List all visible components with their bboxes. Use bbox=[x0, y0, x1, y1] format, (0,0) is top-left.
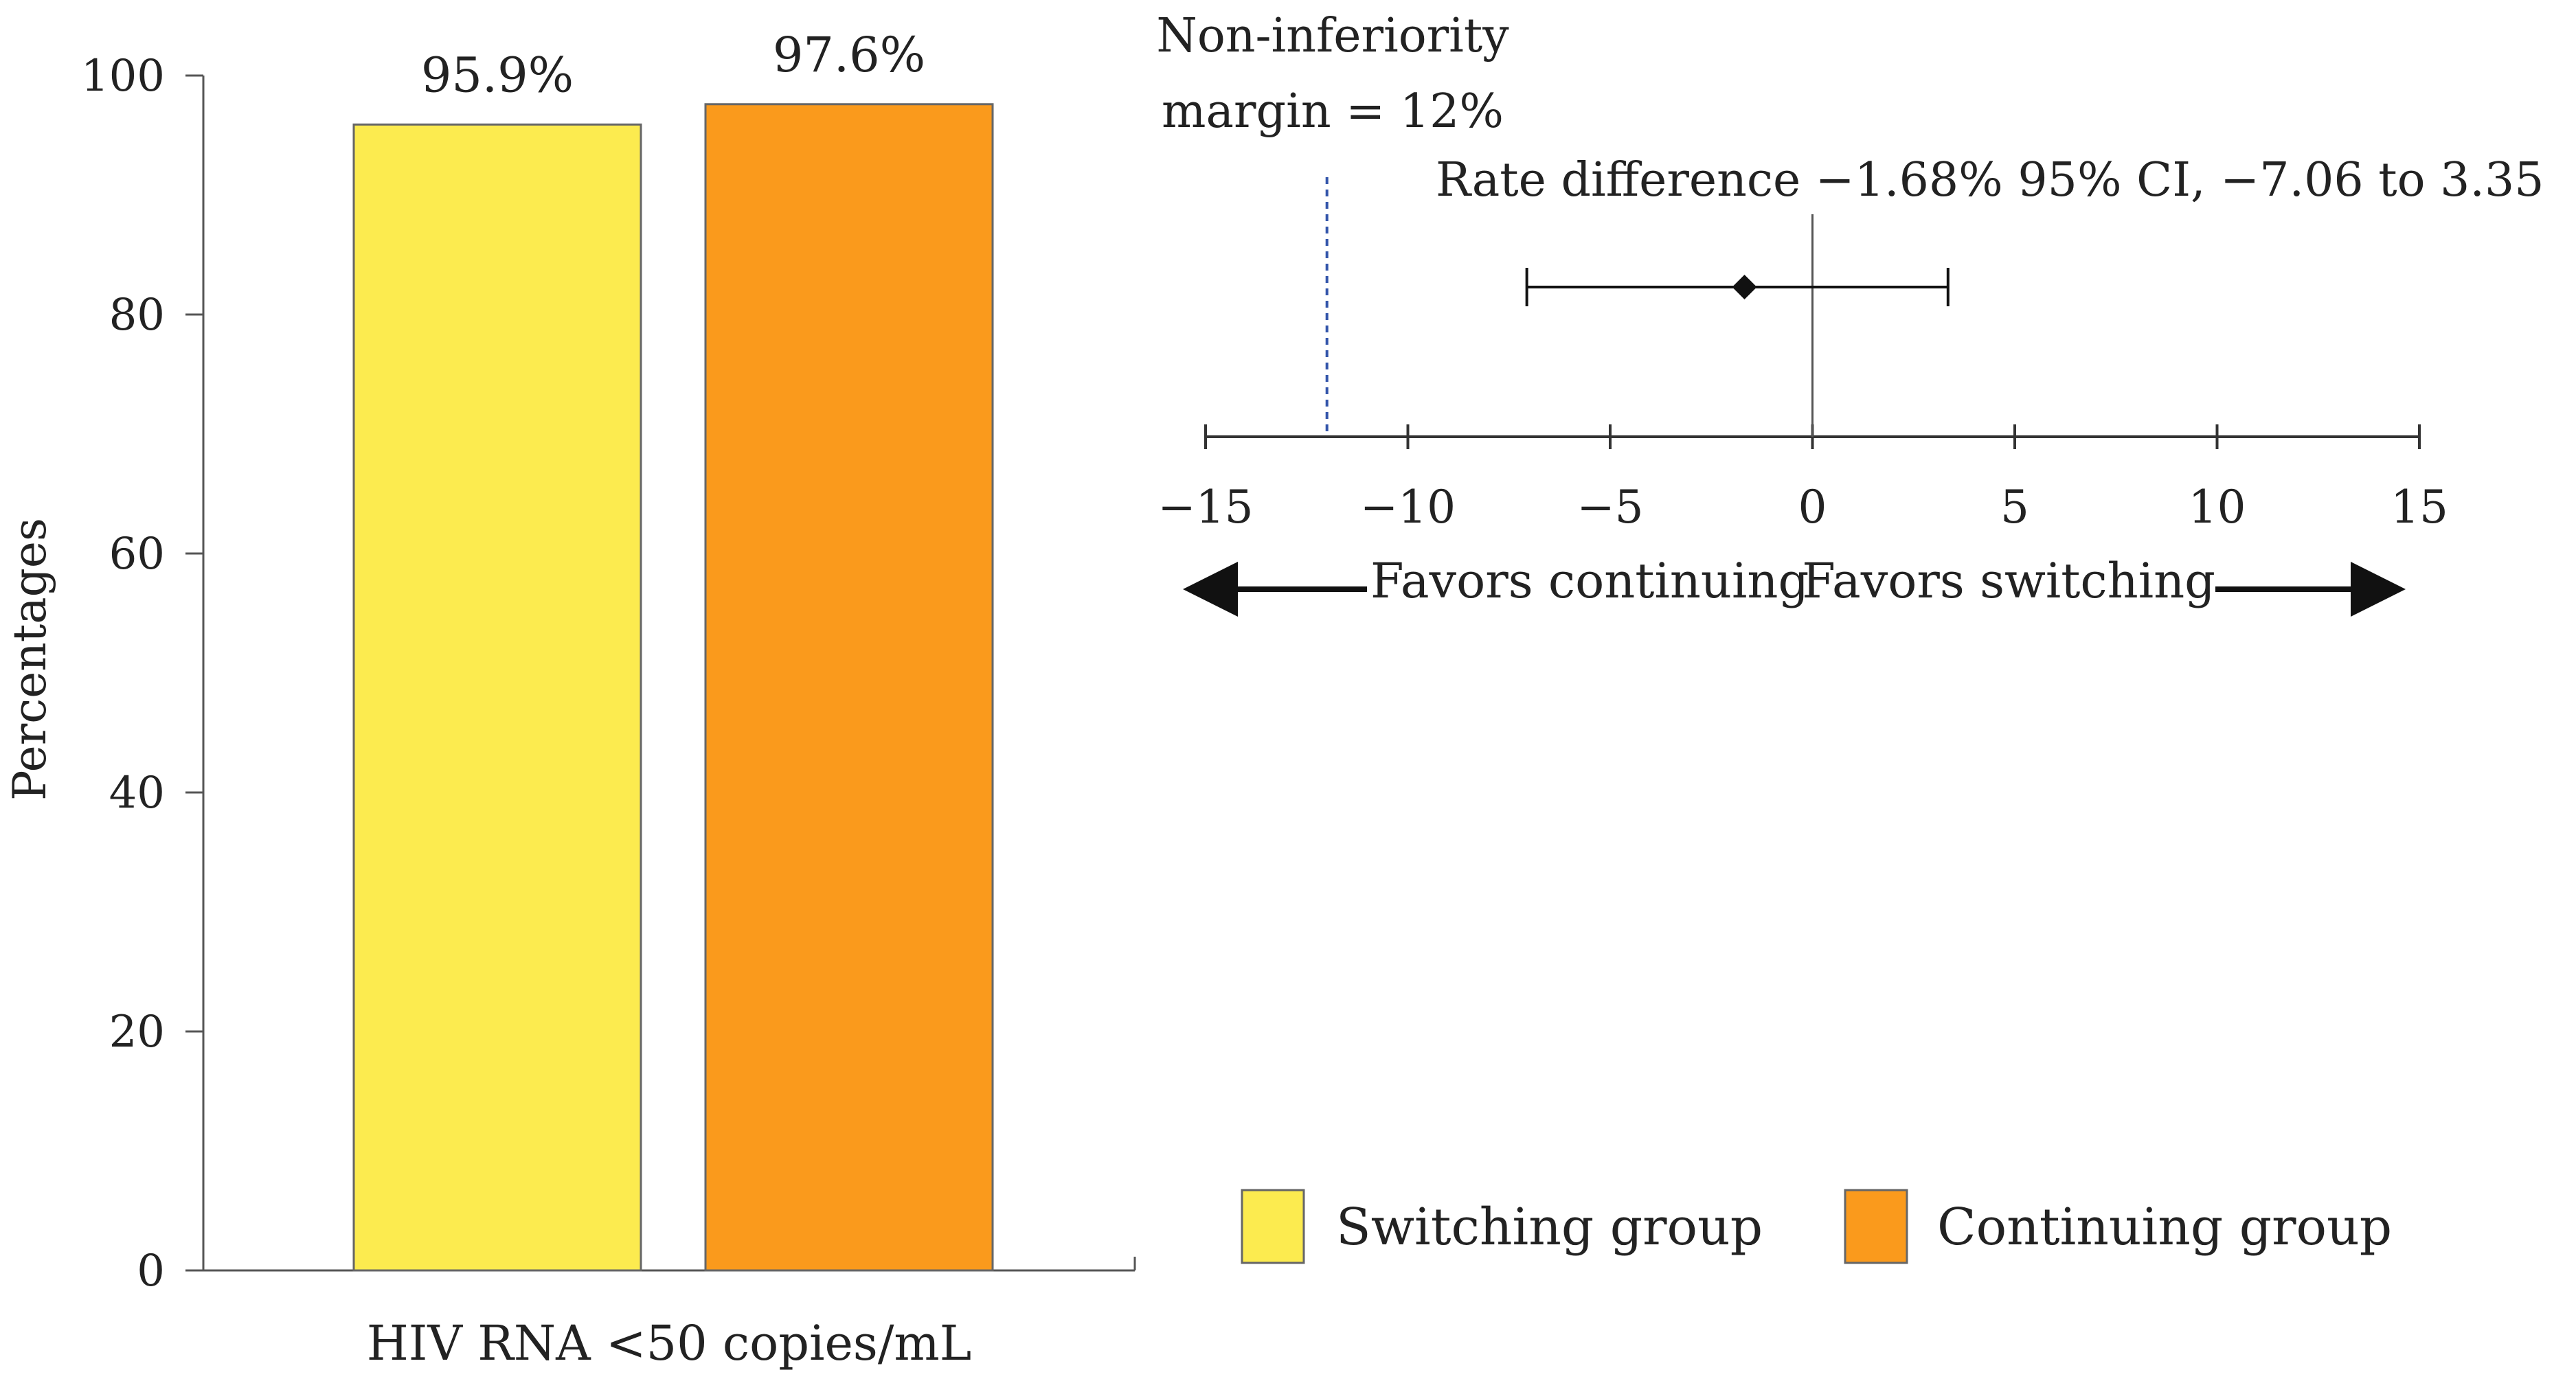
rate-difference-label: Rate difference −1.68% 95% CI, −7.06 to … bbox=[1436, 153, 2544, 207]
forest-plot: −15 −10 −5 0 5 10 15 Non-inferiority margin = … bbox=[1156, 9, 2544, 617]
favors-switching-label: Favors switching bbox=[1802, 553, 2215, 609]
bar-y-tick-label: 0 bbox=[137, 1246, 165, 1297]
x-axis-label: HIV RNA <50 copies/mL bbox=[367, 1315, 972, 1371]
bar-y-tick-label: 20 bbox=[109, 1007, 165, 1058]
legend-label-continuing: Continuing group bbox=[1937, 1198, 2392, 1257]
bar-chart: 0 20 40 60 80 100 95.9% 97.6% Percentages HIV … bbox=[3, 27, 1136, 1371]
forest-x-tick-label: 5 bbox=[2000, 481, 2029, 534]
bar-y-tick-label: 40 bbox=[109, 768, 165, 819]
bar-y-tick-label: 100 bbox=[81, 51, 165, 102]
y-axis-label: Percentages bbox=[3, 518, 56, 801]
point-estimate-diamond bbox=[1732, 275, 1757, 299]
legend-label-switching: Switching group bbox=[1336, 1198, 1763, 1257]
forest-axis: −15 −10 −5 0 5 10 15 bbox=[1157, 424, 2448, 534]
confidence-interval bbox=[1525, 268, 1950, 306]
forest-x-tick-label: 10 bbox=[2189, 481, 2246, 534]
forest-x-tick-label: −15 bbox=[1157, 481, 1253, 534]
margin-label-line1: Non-inferiority bbox=[1156, 9, 1509, 63]
bar-value-label: 95.9% bbox=[421, 47, 574, 103]
forest-x-tick-label: −5 bbox=[1577, 481, 1643, 534]
bar-y-ticks: 0 20 40 60 80 100 bbox=[81, 51, 203, 1297]
forest-x-tick-label: −10 bbox=[1360, 481, 1456, 534]
legend-swatch-continuing bbox=[1844, 1189, 1908, 1264]
bar-rects: 95.9% 97.6% bbox=[352, 27, 994, 1272]
bar-y-tick-label: 80 bbox=[109, 290, 165, 341]
forest-x-tick-label: 15 bbox=[2391, 481, 2448, 534]
bar-y-tick-label: 60 bbox=[109, 529, 165, 580]
legend-swatch-switching bbox=[1241, 1189, 1305, 1264]
legend: Switching group Continuing group bbox=[1241, 1189, 2392, 1264]
forest-x-tick-label: 0 bbox=[1798, 481, 1827, 534]
bar-continuing-group bbox=[704, 103, 994, 1272]
margin-label-line2: margin = 12% bbox=[1162, 84, 1504, 139]
favors-continuing-label: Favors continuing bbox=[1370, 553, 1809, 609]
bar-value-label: 97.6% bbox=[773, 27, 925, 83]
bar-switching-group bbox=[352, 123, 642, 1272]
